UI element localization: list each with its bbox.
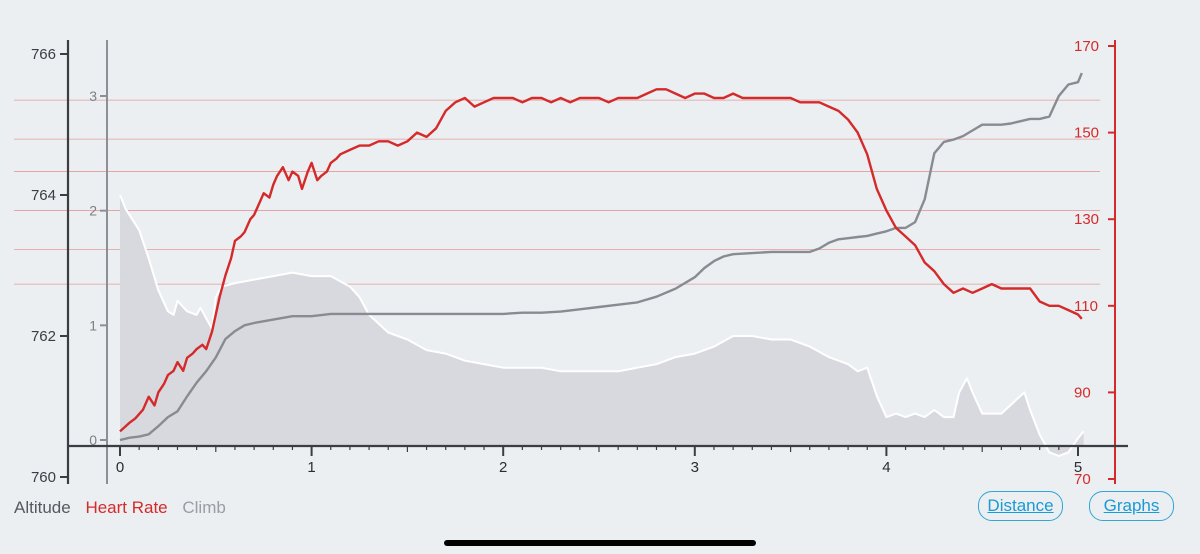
x-tick-label: 1 <box>307 459 315 476</box>
heart-rate-tick-label: 90 <box>1074 384 1091 401</box>
legend-climb: Climb <box>182 498 226 517</box>
heart-rate-line <box>119 88 1083 433</box>
climb-tick-label: 3 <box>89 88 97 104</box>
x-tick-label: 0 <box>116 459 124 476</box>
legend: Altitude Heart Rate Climb <box>14 498 236 518</box>
altitude-tick-label: 766 <box>31 46 56 63</box>
heart-rate-tick-label: 70 <box>1074 471 1091 488</box>
altitude-area-fill <box>120 195 1084 456</box>
climb-tick-label: 1 <box>89 317 97 333</box>
home-indicator <box>444 540 756 546</box>
climb-tick-label: 2 <box>89 203 97 219</box>
altitude-tick-label: 764 <box>31 187 56 204</box>
altitude-tick-label: 760 <box>31 469 56 486</box>
altitude-tick-label: 762 <box>31 328 56 345</box>
legend-heart-rate: Heart Rate <box>85 498 168 517</box>
graphs-button[interactable]: Graphs <box>1089 491 1174 521</box>
altitude-area <box>119 194 1085 457</box>
x-tick-label: 4 <box>882 459 890 476</box>
climb-line <box>119 72 1083 442</box>
heart-rate-gridlines <box>14 99 1100 285</box>
axes <box>60 40 1128 484</box>
distance-button[interactable]: Distance <box>978 491 1063 521</box>
x-tick-label: 3 <box>691 459 699 476</box>
heart-rate-tick-label: 130 <box>1074 211 1099 228</box>
tick-labels: 0 1 2 3 4 5 760 762 764 766 0 1 2 3 70 90 110 130 150 170 <box>31 38 1099 488</box>
x-tick-label: 5 <box>1074 459 1082 476</box>
heart-rate-tick-label: 150 <box>1074 125 1099 142</box>
chart: 0 1 2 3 4 5 760 762 764 766 0 1 2 3 70 90 110 130 150 170 <box>14 38 1128 488</box>
heart-rate-tick-label: 170 <box>1074 38 1099 55</box>
climb-tick-label: 0 <box>89 432 97 448</box>
heart-rate-tick-label: 110 <box>1074 298 1098 315</box>
series-lines <box>119 72 1083 442</box>
x-tick-label: 2 <box>499 459 507 476</box>
legend-altitude: Altitude <box>14 498 71 517</box>
